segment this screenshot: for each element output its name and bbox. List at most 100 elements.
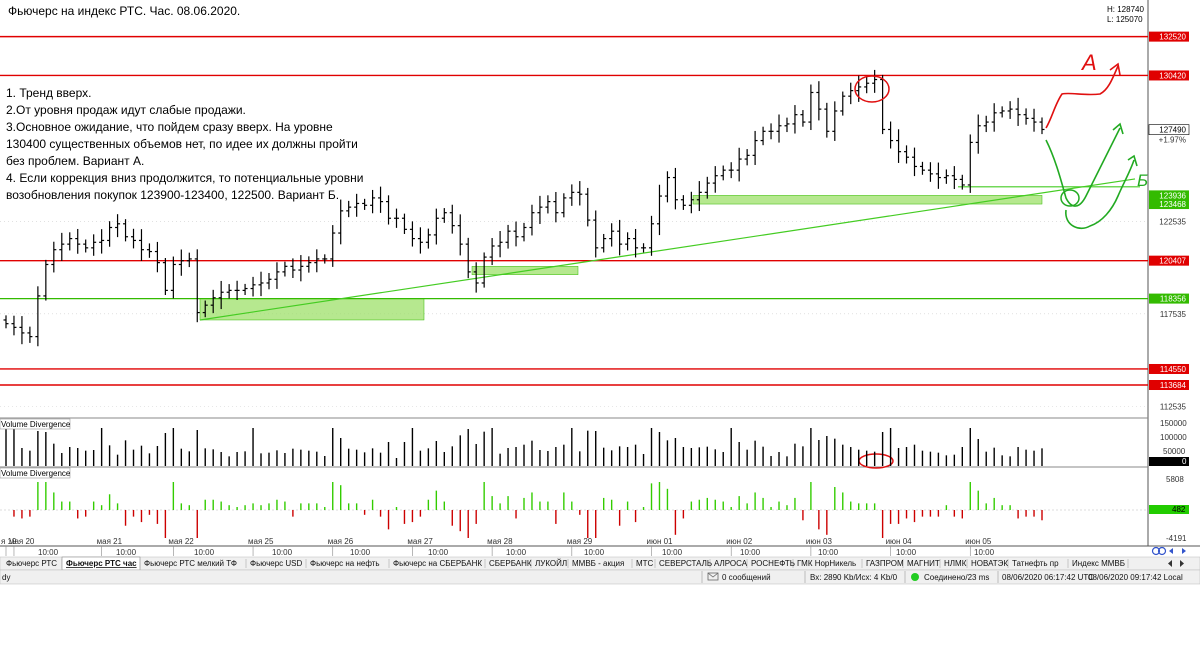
divergence-tick: -4191 — [1166, 534, 1187, 543]
price-tick-label: 117535 — [1160, 310, 1187, 319]
status-bar: dy 0 сообщений Вх: 2890 Kb/Исх: 4 Kb/0 С… — [2, 571, 1183, 583]
tab[interactable]: Татнефть пр — [1012, 559, 1069, 568]
time-axis-day: я 19 — [1, 537, 17, 546]
ohlc-bar — [919, 161, 925, 175]
ohlc-bar — [210, 289, 216, 314]
ohlc-bar — [712, 166, 718, 193]
variant-b-arrowhead-2 — [1127, 154, 1138, 167]
tab[interactable]: Фьючерс USD — [250, 559, 307, 568]
status-utc-time: 08/06/2020 06:17:42 UTC — [1002, 573, 1094, 582]
ohlc-bar — [911, 147, 917, 177]
ohlc-bar — [449, 204, 455, 234]
tab-label: СЕВЕРСТАЛЬ — [659, 559, 712, 568]
ohlc-bar — [744, 149, 750, 166]
ohlc-bar — [609, 223, 615, 247]
divergence-tick: 482 — [1172, 505, 1186, 514]
ohlc-bar — [218, 280, 224, 310]
ohlc-bar — [728, 162, 734, 179]
tab-label: Фьючерс на СБЕРБАНК — [393, 559, 482, 568]
time-axis-hour: 10:00 — [272, 548, 293, 557]
link-icon[interactable] — [1151, 546, 1167, 556]
time-axis-hour: 10:00 — [116, 548, 137, 557]
ohlc-bar — [83, 239, 89, 253]
scroll-arrows[interactable] — [1169, 548, 1186, 554]
ohlc-bar — [585, 187, 591, 227]
tab[interactable]: ГАЗПРОМ — [866, 559, 904, 568]
ohlc-bar — [991, 103, 997, 132]
ohlc-bar — [290, 258, 296, 278]
time-axis-day: июн 04 — [886, 537, 913, 546]
tab[interactable]: РОСНЕФТЬ — [751, 559, 795, 568]
ohlc-bar — [792, 105, 798, 134]
ohlc-bar — [800, 110, 806, 127]
ohlc-bar — [338, 199, 344, 245]
time-axis-day: мая 26 — [328, 537, 354, 546]
price-tick-label: 118356 — [1160, 295, 1187, 304]
tab[interactable]: СБЕРБАНК — [489, 559, 532, 568]
ohlc-bar — [115, 214, 121, 238]
volume-panel-header: Volume Divergence — [0, 418, 71, 430]
tab[interactable]: МАГНИТ — [907, 559, 941, 568]
ohlc-bar — [131, 228, 137, 249]
tab-label: РОСНЕФТЬ — [751, 559, 795, 568]
messages-icon[interactable] — [707, 572, 719, 581]
tab[interactable]: Фьючерс на СБЕРБАНК — [393, 559, 486, 568]
tab-label: ЛУКОЙЛ — [535, 559, 567, 568]
tab[interactable]: ЛУКОЙЛ — [535, 559, 569, 568]
ohlc-bar — [170, 256, 176, 299]
ohlc-bar — [537, 195, 543, 224]
time-axis-hour: 10:00 — [740, 548, 761, 557]
volume-histogram — [5, 428, 1043, 466]
time-axis-hour: 10:00 — [662, 548, 683, 557]
ohlc-bar — [473, 262, 479, 293]
ohlc-bar — [776, 114, 782, 143]
tab[interactable]: Фьючерс на нефть — [310, 559, 390, 568]
ohlc-bar — [146, 243, 152, 258]
tab[interactable]: СЕВЕРСТАЛЬ — [659, 559, 712, 568]
tab[interactable]: Фьючерс РТС — [6, 559, 63, 568]
tab[interactable]: Фьючерс РТС мелкий ТФ — [144, 559, 247, 568]
ohlc-bar — [298, 255, 304, 282]
price-tick: 112535 — [1160, 402, 1187, 411]
divergence-histogram — [13, 482, 1043, 538]
ohlc-bar — [529, 204, 535, 236]
ohlc-bar — [457, 214, 463, 256]
tab[interactable]: Фьючерс РТС час — [61, 556, 141, 571]
ohlc-bar — [760, 126, 766, 146]
time-axis-day: мая 25 — [248, 537, 274, 546]
variant-a-path — [1045, 65, 1119, 129]
tab-label: СБЕРБАНК — [489, 559, 532, 568]
tab[interactable]: ММВБ - акция — [572, 559, 633, 568]
tab-scroll-arrows[interactable] — [1168, 560, 1184, 567]
time-axis-day: мая 27 — [407, 537, 433, 546]
ohlc-bars — [3, 69, 1045, 347]
note-line: возобновления покупок 123900-123400, 122… — [6, 188, 339, 202]
tab-label: Татнефть пр — [1012, 559, 1059, 568]
time-axis-day: июн 03 — [806, 537, 833, 546]
ohlc-bar — [1031, 108, 1037, 132]
ohlc-bar — [202, 300, 208, 318]
time-axis-day: июн 01 — [647, 537, 674, 546]
tab-label: НОВАТЭК — [971, 559, 1008, 568]
tab[interactable]: НЛМК — [944, 559, 968, 568]
ohlc-bar — [840, 91, 846, 116]
volume-tick: 0 — [1182, 457, 1187, 466]
tab[interactable]: МТС — [636, 559, 656, 568]
status-traffic: Вх: 2890 Kb/Исх: 4 Kb/0 — [810, 573, 898, 582]
tab[interactable]: АЛРОСА — [714, 559, 748, 568]
tab[interactable]: ГМК НорНикель — [797, 559, 863, 568]
tab[interactable]: НОВАТЭК — [971, 559, 1008, 568]
ohlc-bar — [656, 184, 662, 236]
price-tick: 114550 — [1149, 363, 1189, 374]
ohlc-bar — [242, 283, 248, 296]
ohlc-bar — [864, 76, 870, 94]
handdrawn-annotations: A Б — [854, 50, 1148, 469]
ohlc-bar — [19, 316, 25, 345]
ohlc-bar — [680, 195, 686, 210]
ohlc-bar — [162, 258, 168, 296]
ohlc-bar — [720, 165, 726, 181]
divergence-panel-header: Volume Divergence — [0, 467, 71, 479]
tab[interactable]: Индекс ММВБ — [1072, 559, 1129, 568]
